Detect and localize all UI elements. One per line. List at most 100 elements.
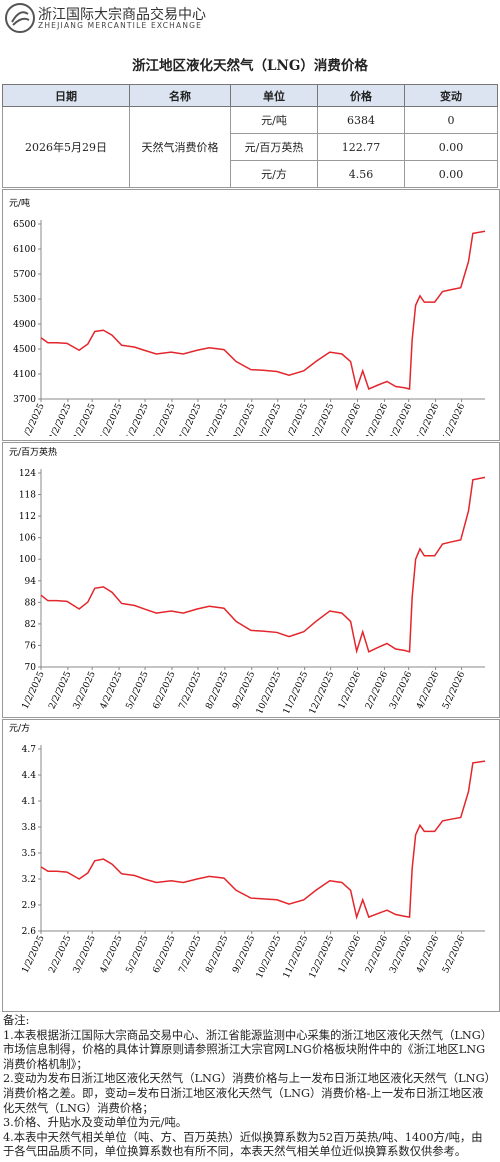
x-tick-label: 2/2/2026 [364, 402, 390, 436]
cell: 元/百万英热 [230, 133, 318, 161]
x-tick-label: 4/2/2025 [99, 402, 125, 436]
chart-box: 元/方 2.6 2.9 3.2 3.5 3.8 4.1 4.4 4.7 1/2/2025 2/2/2… [2, 719, 500, 1012]
x-tick-label: 9/2/2025 [231, 670, 257, 711]
x-tick-label: 11/2/2025 [282, 402, 311, 436]
col-header: 日期 [2, 84, 130, 107]
y-tick-label: 4.1 [22, 797, 36, 807]
x-tick-label: 7/2/2025 [178, 934, 204, 975]
y-tick-label: 70 [25, 663, 37, 673]
cell: 122.77 [317, 133, 405, 161]
cell: 0.00 [404, 133, 498, 161]
price-line [40, 760, 486, 920]
y-tick-label: 88 [25, 598, 37, 608]
x-tick-label: 4/2/2026 [415, 670, 441, 711]
org-name: 浙江国际大宗商品交易中心 [38, 7, 206, 23]
y-tick-label: 5300 [13, 295, 36, 305]
charts: 元/吨 3700 4100 4500 4900 5300 5700 6100 6500 1/2/2… [0, 189, 500, 1012]
x-tick-label: 7/2/2025 [178, 670, 204, 711]
y-tick-label: 3700 [13, 395, 36, 405]
x-tick-label: 5/2/2026 [441, 934, 467, 975]
col-header: 名称 [129, 84, 231, 107]
x-tick-label: 2/2/2025 [47, 402, 73, 436]
y-axis-label: 元/百万英热 [9, 446, 57, 458]
chart-box: 元/百万英热 70 76 82 88 94 100 106 112 118 124 1/2/2025 2… [2, 442, 500, 718]
y-tick-label: 112 [19, 512, 36, 522]
note: 1.本表根据浙江国际大宗商品交易中心、浙江省能源监测中心采集的浙江地区液化天然气… [3, 1028, 493, 1071]
y-tick-label: 100 [19, 555, 36, 565]
x-tick-label: 4/2/2026 [415, 402, 441, 436]
x-tick-label: 6/2/2025 [152, 402, 178, 436]
y-tick-label: 2.6 [22, 927, 37, 937]
notes-title: 备注: [3, 1014, 30, 1027]
x-tick-label: 6/2/2025 [152, 934, 178, 975]
x-tick-label: 5/2/2025 [125, 402, 151, 436]
logo-icon [5, 3, 35, 33]
cell: 0 [404, 106, 498, 134]
y-tick-label: 124 [19, 469, 36, 479]
y-tick-label: 4.7 [22, 745, 37, 755]
x-tick-label: 4/2/2025 [99, 934, 125, 975]
x-tick-label: 11/2/2025 [282, 670, 311, 713]
y-tick-label: 2.9 [22, 901, 37, 911]
chart: 元/方2.62.93.23.53.84.14.44.71/2/2025 2/2/2… [9, 722, 486, 980]
cell: 0.00 [404, 160, 498, 188]
x-tick-label: 12/2/2025 [308, 402, 337, 436]
y-tick-label: 4100 [13, 370, 36, 380]
y-tick-label: 106 [19, 534, 36, 544]
x-tick-label: 10/2/2025 [255, 934, 284, 980]
x-tick-label: 3/2/2025 [72, 670, 98, 711]
x-tick-label: 5/2/2025 [125, 670, 151, 711]
org-name-en: ZHEJIANG MERCANTILE EXCHANGE [38, 21, 203, 30]
x-tick-label: 8/2/2025 [204, 670, 230, 711]
price-table: 日期 名称 单位 价格 变动 2026年5月29日 天然气消费价格 元/吨 63… [2, 84, 498, 188]
chart: 元/吨 3700 4100 4500 4900 5300 5700 6100 6500 1/2/2… [9, 197, 486, 448]
y-axis-label: 元/吨 [9, 197, 30, 209]
x-tick-label: 4/2/2025 [99, 670, 125, 711]
note: 2.变动为发布日浙江地区液化天然气（LNG）消费价格与上一发布日浙江地区液化天然… [3, 1072, 491, 1115]
x-tick-label: 12/2/2025 [308, 670, 337, 713]
y-tick-label: 76 [25, 641, 37, 651]
y-tick-label: 118 [19, 491, 36, 501]
x-tick-label: 8/2/2025 [204, 402, 230, 436]
y-tick-label: 3.8 [22, 823, 37, 833]
x-tick-label: 3/2/2026 [388, 934, 414, 975]
note: 4.本表中天然气相关单位（吨、方、百万英热）近似换算系数为52百万英热/吨、14… [3, 1130, 483, 1159]
price-line [40, 230, 486, 392]
x-tick-label: 1/2/2026 [337, 670, 363, 711]
cell: 4.56 [317, 160, 405, 188]
x-tick-label: 5/2/2026 [441, 670, 467, 711]
x-tick-label: 2/2/2025 [47, 934, 73, 975]
y-tick-label: 82 [25, 620, 36, 630]
header: 浙江国际大宗商品交易中心 ZHEJIANG MERCANTILE EXCHANG… [0, 0, 500, 36]
x-tick-label: 1/2/2025 [21, 670, 47, 711]
x-tick-label: 1/2/2025 [21, 934, 47, 975]
y-tick-label: 4500 [13, 345, 36, 355]
y-tick-label: 6100 [13, 245, 36, 255]
cell: 元/方 [230, 160, 318, 188]
x-tick-label: 1/2/2026 [337, 402, 363, 436]
x-tick-label: 3/2/2026 [388, 402, 414, 436]
x-tick-label: 12/2/2025 [308, 934, 337, 980]
x-tick-label: 3/2/2025 [72, 934, 98, 975]
chart-box: 元/吨 3700 4100 4500 4900 5300 5700 6100 6500 1/2/2… [2, 189, 500, 448]
x-tick-label: 4/2/2026 [415, 934, 441, 975]
x-tick-label: 10/2/2025 [255, 670, 284, 713]
x-tick-label: 9/2/2025 [231, 402, 257, 436]
x-tick-label: 8/2/2025 [204, 934, 230, 975]
cell: 6384 [317, 106, 405, 134]
x-tick-label: 9/2/2025 [231, 934, 257, 975]
x-tick-label: 7/2/2025 [178, 402, 204, 436]
x-tick-label: 10/2/2025 [255, 402, 284, 436]
x-tick-label: 11/2/2025 [282, 934, 311, 980]
x-tick-label: 1/2/2026 [337, 934, 363, 975]
y-tick-label: 6500 [13, 220, 36, 230]
note: 3.价格、升贴水及变动单位为元/吨。 [3, 1116, 188, 1130]
y-tick-label: 4.4 [22, 771, 37, 781]
y-tick-label: 4900 [13, 320, 36, 330]
col-header: 单位 [230, 84, 318, 107]
page-title: 浙江地区液化天然气（LNG）消费价格 [132, 58, 368, 74]
y-tick-label: 3.5 [22, 849, 37, 859]
y-tick-label: 94 [25, 577, 37, 587]
y-tick-label: 5700 [13, 270, 36, 280]
x-tick-label: 2/2/2026 [364, 670, 390, 711]
